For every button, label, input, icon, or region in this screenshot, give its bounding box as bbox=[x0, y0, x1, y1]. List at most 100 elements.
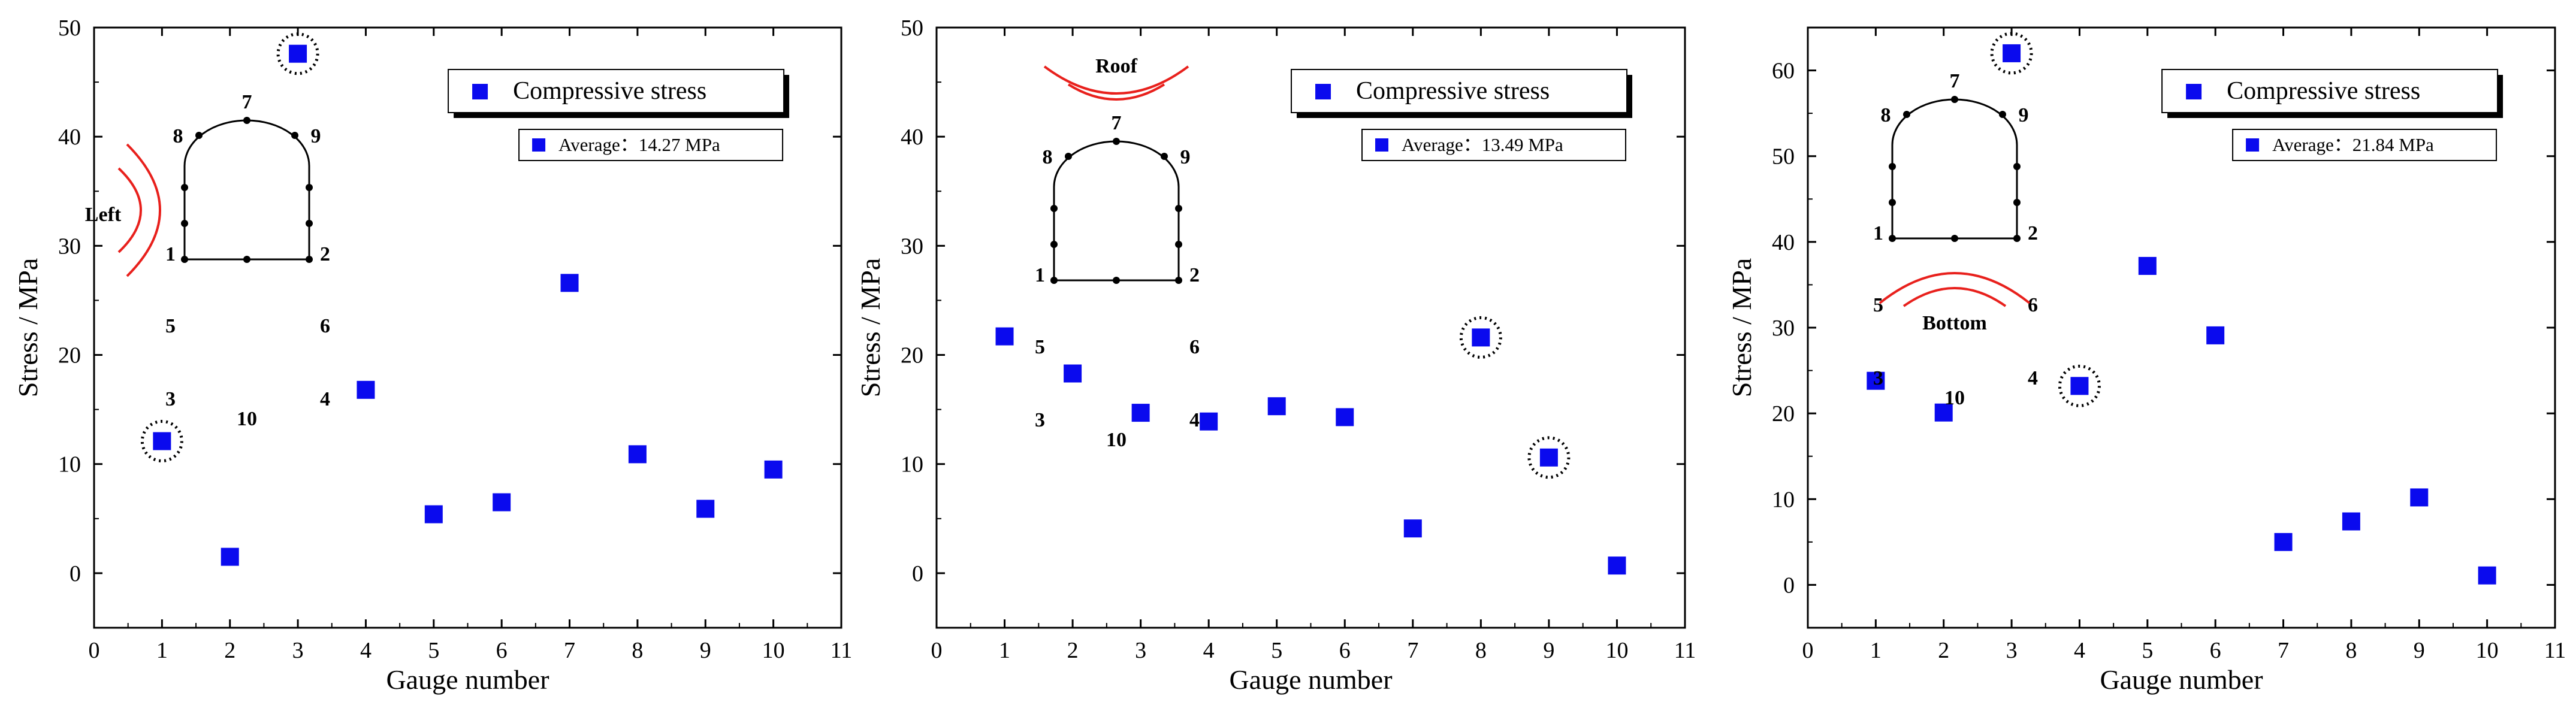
data-point-gauge-2 bbox=[1934, 403, 1953, 422]
highlight-ring-gauge-4 bbox=[2058, 364, 2101, 407]
x-tick-label: 9 bbox=[2414, 638, 2425, 663]
gauge-point-9 bbox=[1161, 153, 1168, 160]
gauge-label-1: 1 bbox=[1035, 264, 1045, 286]
gauge-label-4: 4 bbox=[2028, 367, 2038, 389]
y-tick-label: 10 bbox=[58, 452, 81, 477]
data-point-gauge-3 bbox=[1131, 404, 1150, 422]
highlight-ring-gauge-3 bbox=[1990, 32, 2033, 75]
x-tick-label: 8 bbox=[632, 638, 643, 663]
data-point-gauge-7 bbox=[1403, 519, 1422, 538]
gauge-label-2: 2 bbox=[320, 243, 330, 265]
y-tick-label: 40 bbox=[1772, 230, 1795, 255]
average-label: Average：14.27 MPa bbox=[558, 134, 720, 155]
data-point-gauge-1 bbox=[153, 432, 171, 450]
gauge-label-7: 7 bbox=[242, 91, 252, 113]
gauge-label-9: 9 bbox=[1180, 146, 1191, 168]
x-tick-label: 7 bbox=[564, 638, 575, 663]
data-point-gauge-9 bbox=[696, 500, 715, 518]
y-axis-label: Stress / MPa bbox=[13, 258, 43, 398]
x-tick-label: 10 bbox=[2476, 638, 2499, 663]
gauge-label-4: 4 bbox=[1189, 409, 1200, 431]
x-tick-label: 8 bbox=[1475, 638, 1487, 663]
y-tick-label: 60 bbox=[1772, 59, 1795, 84]
x-tick-label: 6 bbox=[1339, 638, 1351, 663]
gauge-label-5: 5 bbox=[165, 315, 176, 337]
data-point-gauge-1 bbox=[995, 327, 1014, 346]
gauge-label-10: 10 bbox=[237, 408, 257, 430]
data-point-gauge-10 bbox=[2478, 566, 2496, 585]
highlight-ring-gauge-1 bbox=[140, 419, 183, 462]
x-tick-label: 1 bbox=[999, 638, 1010, 663]
legend-marker bbox=[2186, 84, 2202, 99]
gauge-label-6: 6 bbox=[1189, 336, 1200, 358]
x-axis-label: Gauge number bbox=[2100, 664, 2263, 695]
data-point-gauge-3 bbox=[2003, 44, 2021, 62]
gauge-label-6: 6 bbox=[2028, 294, 2038, 316]
gauge-point-1 bbox=[1889, 163, 1896, 170]
pressure-arc-inner bbox=[117, 167, 142, 253]
x-tick-label: 0 bbox=[1802, 638, 1814, 663]
gauge-point-7 bbox=[1951, 96, 1958, 103]
legend-label: Compressive stress bbox=[1356, 77, 1550, 105]
average-marker bbox=[2246, 138, 2260, 152]
gauge-label-3: 3 bbox=[165, 388, 176, 410]
data-point-gauge-5 bbox=[424, 505, 443, 524]
data-point-gauge-8 bbox=[2342, 512, 2360, 531]
x-tick-label: 7 bbox=[1407, 638, 1418, 663]
average-label: Average：13.49 MPa bbox=[1402, 134, 1563, 155]
inset-side-label: Left bbox=[85, 204, 122, 226]
x-tick-label: 3 bbox=[1135, 638, 1146, 663]
gauge-point-10 bbox=[1113, 277, 1120, 284]
y-tick-label: 0 bbox=[70, 561, 81, 586]
gauge-point-3 bbox=[1050, 277, 1058, 284]
y-tick-label: 0 bbox=[912, 561, 923, 586]
data-point-gauge-5 bbox=[1267, 397, 1286, 416]
gauge-point-7 bbox=[1113, 138, 1120, 145]
gauge-label-6: 6 bbox=[320, 315, 330, 337]
gauge-point-6 bbox=[1175, 241, 1182, 248]
gauge-point-6 bbox=[2013, 199, 2021, 206]
x-axis-label: Gauge number bbox=[1229, 664, 1392, 695]
data-point-gauge-1 bbox=[1867, 371, 1885, 390]
gauge-point-10 bbox=[1951, 235, 1958, 242]
gauge-point-4 bbox=[2013, 235, 2021, 242]
gauge-label-1: 1 bbox=[165, 243, 176, 265]
gauge-point-6 bbox=[306, 220, 313, 227]
tunnel-inset: 1 2 3 4 5 6 7 8 9 10 Roof bbox=[1035, 55, 1200, 451]
y-tick-label: 10 bbox=[1772, 487, 1795, 512]
gauge-point-2 bbox=[1175, 205, 1182, 212]
gauge-point-8 bbox=[1903, 111, 1910, 118]
gauge-point-8 bbox=[195, 132, 203, 139]
gauge-label-2: 2 bbox=[2028, 222, 2038, 244]
data-point-gauge-9 bbox=[2410, 488, 2429, 507]
x-tick-label: 3 bbox=[2006, 638, 2018, 663]
data-point-gauge-10 bbox=[764, 460, 783, 479]
gauge-label-10: 10 bbox=[1944, 387, 1965, 409]
x-tick-label: 11 bbox=[831, 638, 853, 663]
data-point-gauge-2 bbox=[1064, 364, 1082, 383]
gauge-point-2 bbox=[306, 184, 313, 191]
gauge-point-2 bbox=[2013, 163, 2021, 170]
gauge-label-5: 5 bbox=[1873, 294, 1883, 316]
x-tick-label: 11 bbox=[1674, 638, 1696, 663]
y-tick-label: 50 bbox=[901, 16, 923, 41]
y-tick-label: 40 bbox=[58, 125, 81, 150]
x-tick-label: 4 bbox=[2074, 638, 2085, 663]
x-tick-label: 0 bbox=[89, 638, 100, 663]
pressure-arc-outer bbox=[1043, 65, 1189, 95]
legend-label: Compressive stress bbox=[513, 77, 706, 105]
x-tick-label: 4 bbox=[1203, 638, 1215, 663]
highlight-ring-gauge-8 bbox=[1459, 316, 1502, 359]
x-tick-label: 1 bbox=[1870, 638, 1882, 663]
pressure-arc-inner bbox=[1067, 83, 1165, 101]
gauge-point-9 bbox=[1999, 111, 2006, 118]
x-tick-label: 2 bbox=[224, 638, 235, 663]
gauge-label-7: 7 bbox=[1112, 112, 1122, 134]
legend-marker bbox=[1315, 84, 1331, 99]
pressure-arc-outer bbox=[126, 143, 161, 277]
average-marker bbox=[532, 138, 546, 152]
gauge-label-3: 3 bbox=[1035, 409, 1045, 431]
data-point-gauge-6 bbox=[1336, 408, 1354, 426]
tunnel-outline bbox=[183, 119, 310, 261]
